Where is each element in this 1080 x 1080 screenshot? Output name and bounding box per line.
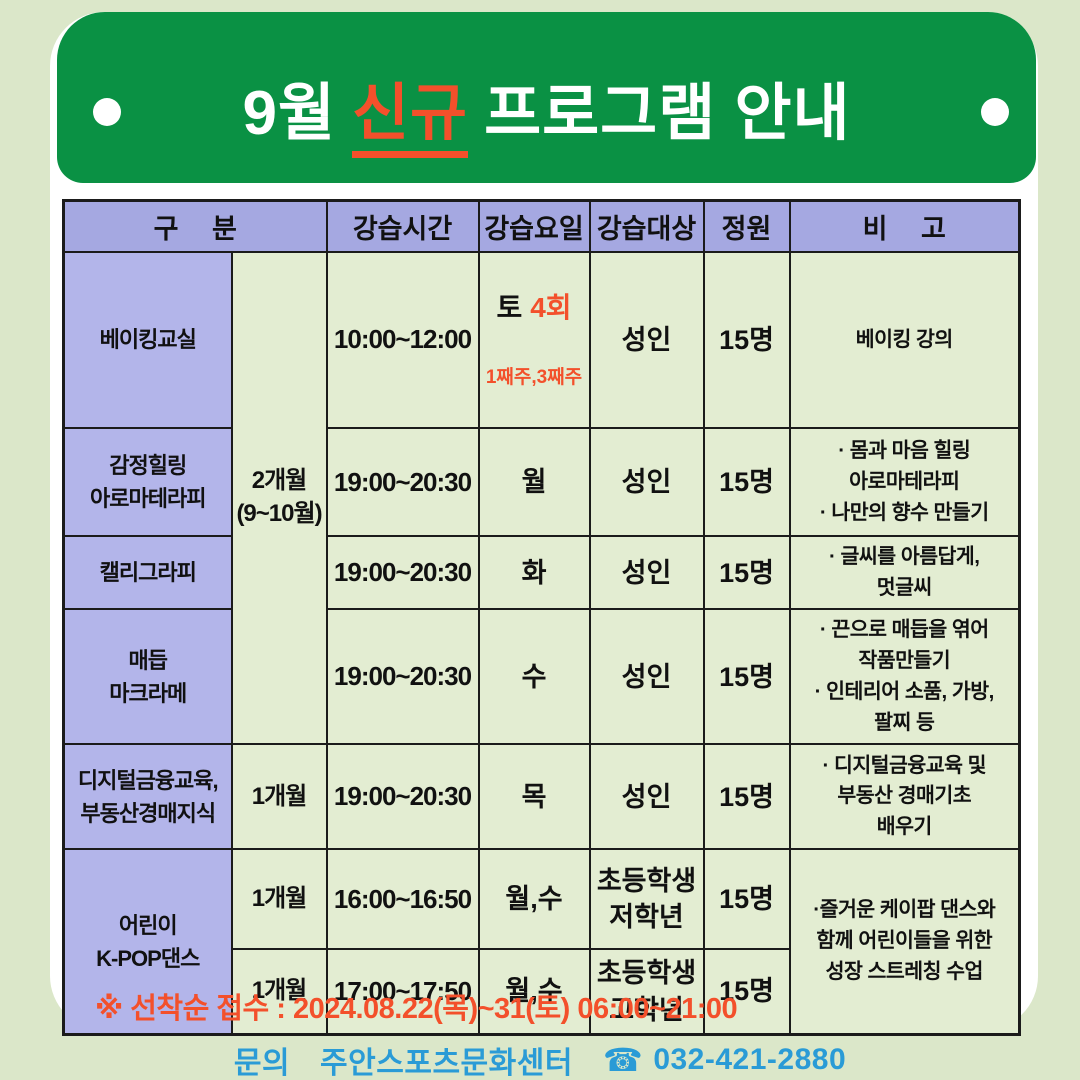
cell-capacity: 15명 <box>702 948 791 1036</box>
title-rest: 프로그램 안내 <box>484 78 851 148</box>
cell-program: 캘리그라피 <box>62 535 233 611</box>
cell-day: 월 <box>477 427 591 538</box>
phone-wrap: ☎ 032-421-2880 <box>603 1041 846 1079</box>
cell-program: 감정힐링 아로마테라피 <box>62 427 233 538</box>
cell-duration: 1개월 <box>230 743 328 851</box>
day-main: 토 4회 <box>481 289 588 327</box>
cell-note: · 끈으로 매듭을 엮어 작품만들기 · 인테리어 소품, 가방, 팔찌 등 <box>788 608 1021 746</box>
cell-duration: 1개월 <box>230 848 328 951</box>
cell-note-merged: ·즐거운 케이팝 댄스와 함께 어린이들을 위한 성장 스트레칭 수업 <box>788 848 1021 1036</box>
cell-note: · 디지털금융교육 및 부동산 경매기초 배우기 <box>788 743 1021 851</box>
cell-program: 베이킹교실 <box>62 250 233 430</box>
cell-time: 17:00~17:50 <box>325 948 480 1036</box>
cell-day: 화 <box>477 535 591 611</box>
cell-time: 10:00~12:00 <box>325 250 480 430</box>
cell-time: 16:00~16:50 <box>325 848 480 951</box>
center-name: 주안스포츠문화센터 <box>320 1047 573 1080</box>
day-weeks-note: 1째주,3째주 <box>485 367 583 389</box>
cell-day: 월,수 <box>477 848 591 951</box>
header-capacity: 정원 <box>702 199 791 253</box>
cell-day: 목 <box>477 743 591 851</box>
page-title: 9월 신규 프로그램 안내 <box>242 44 851 158</box>
table-row: 감정힐링 아로마테라피 19:00~20:30 월 성인 15명 · 몸과 마음… <box>62 427 1021 538</box>
cell-capacity: 15명 <box>702 848 791 951</box>
table-row: 매듭 마크라메 19:00~20:30 수 성인 15명 · 끈으로 매듭을 엮… <box>62 608 1021 746</box>
header-banner: 9월 신규 프로그램 안내 <box>57 12 1036 183</box>
cell-time: 19:00~20:30 <box>325 535 480 611</box>
header-day: 강습요일 <box>477 199 591 253</box>
header-notes: 비 고 <box>788 199 1021 253</box>
day-count: 4회 <box>530 291 572 323</box>
punch-hole-dot-right <box>981 98 1009 126</box>
cell-day: 수 <box>477 608 591 746</box>
cell-target: 성인 <box>588 427 705 538</box>
punch-hole-dot-left <box>93 98 121 126</box>
cell-note: · 몸과 마음 힐링 아로마테라피 · 나만의 향수 만들기 <box>788 427 1021 538</box>
header-time: 강습시간 <box>325 199 480 253</box>
cell-day: 월,수 <box>477 948 591 1036</box>
program-table: 구 분 강습시간 강습요일 강습대상 정원 비 고 베이킹교실 2개월 (9~1… <box>62 199 1021 1036</box>
cell-target: 성인 <box>588 743 705 851</box>
cell-program: 디지털금융교육, 부동산경매지식 <box>62 743 233 851</box>
cell-time: 19:00~20:30 <box>325 427 480 538</box>
title-month: 9월 <box>242 78 336 148</box>
cell-duration: 1개월 <box>230 948 328 1036</box>
table-row: 1개월 17:00~17:50 월,수 초등학생 고학년 15명 <box>64 948 1020 1036</box>
cell-capacity: 15명 <box>702 608 791 746</box>
cell-target: 초등학생 저학년 <box>588 848 705 951</box>
cell-note: 베이킹 강의 <box>788 250 1021 430</box>
cell-duration-merged: 2개월 (9~10월) <box>230 250 328 746</box>
cell-program-merged: 어린이 K-POP댄스 <box>62 848 233 1036</box>
cell-capacity: 15명 <box>702 427 791 538</box>
day-label: 토 <box>496 291 523 323</box>
table-row: 캘리그라피 19:00~20:30 화 성인 15명 · 글씨를 아름답게, 멋… <box>62 535 1021 611</box>
header-target: 강습대상 <box>588 199 705 253</box>
first-come-notice: ※ 선착순 접수 : 2024.08.22(목)~31(토) 06:00~21:… <box>95 993 738 1025</box>
cell-day: 토 4회 1째주,3째주 <box>477 250 591 430</box>
table-row: 베이킹교실 2개월 (9~10월) 10:00~12:00 토 4회 1째주,3째… <box>62 250 1021 746</box>
cell-capacity: 15명 <box>702 250 791 430</box>
table-row: 디지털금융교육, 부동산경매지식 1개월 19:00~20:30 목 성인 15… <box>62 743 1021 851</box>
phone-icon: ☎ <box>602 1042 644 1078</box>
cell-target: 성인 <box>588 250 705 430</box>
header-category: 구 분 <box>62 199 328 253</box>
table-header-row: 구 분 강습시간 강습요일 강습대상 정원 비 고 <box>62 199 1021 253</box>
table-row: 어린이 K-POP댄스 1개월 16:00~16:50 월,수 초등학생 저학년… <box>62 848 1021 1036</box>
cell-target: 성인 <box>588 608 705 746</box>
cell-target: 성인 <box>588 535 705 611</box>
cell-capacity: 15명 <box>702 535 791 611</box>
cell-note: · 글씨를 아름답게, 멋글씨 <box>788 535 1021 611</box>
phone-number: 032-421-2880 <box>653 1043 847 1076</box>
cell-time: 19:00~20:30 <box>325 743 480 851</box>
cell-target: 초등학생 고학년 <box>588 948 705 1036</box>
cell-time: 19:00~20:30 <box>325 608 480 746</box>
contact-footer: 문의 주안스포츠문화센터 ☎ 032-421-2880 <box>0 1038 1080 1080</box>
cell-program: 매듭 마크라메 <box>62 608 233 746</box>
cell-capacity: 15명 <box>702 743 791 851</box>
title-new-highlight: 신규 <box>351 78 469 158</box>
contact-label: 문의 <box>233 1047 291 1080</box>
